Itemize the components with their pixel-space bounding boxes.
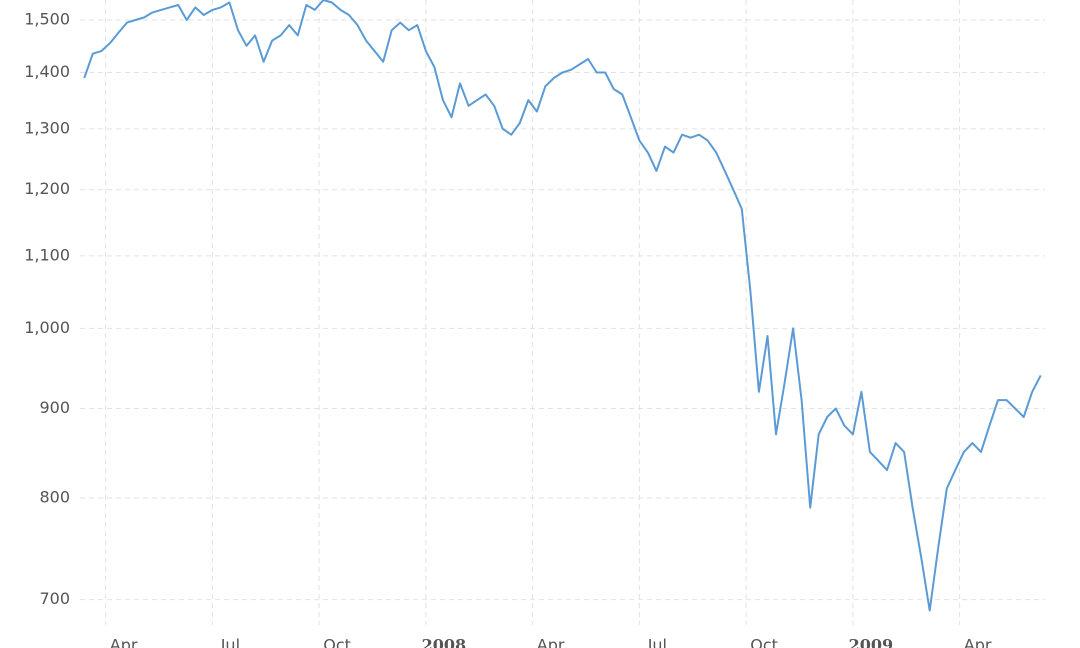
y-tick-label: 1,200 bbox=[24, 179, 70, 198]
y-tick-label: 1,400 bbox=[24, 62, 70, 81]
x-tick-label: Jul bbox=[647, 636, 667, 648]
y-tick-label: 1,100 bbox=[24, 245, 70, 264]
y-tick-label: 1,300 bbox=[24, 118, 70, 137]
x-tick-label: Jul bbox=[220, 636, 240, 648]
x-tick-label: Oct bbox=[323, 636, 351, 648]
x-tick-label: Apr bbox=[110, 636, 138, 648]
y-tick-label: 800 bbox=[39, 488, 70, 507]
y-tick-label: 1,000 bbox=[24, 318, 70, 337]
x-tick-label: Apr bbox=[537, 636, 565, 648]
x-tick-label: 2009 bbox=[849, 636, 894, 648]
x-tick-label: Oct bbox=[750, 636, 778, 648]
x-tick-label: Apr bbox=[964, 636, 992, 648]
y-tick-label: 1,500 bbox=[24, 10, 70, 29]
y-tick-label: 900 bbox=[39, 398, 70, 417]
y-tick-label: 700 bbox=[39, 589, 70, 608]
x-tick-label: 2008 bbox=[422, 636, 467, 648]
price-line bbox=[83, 0, 1042, 612]
